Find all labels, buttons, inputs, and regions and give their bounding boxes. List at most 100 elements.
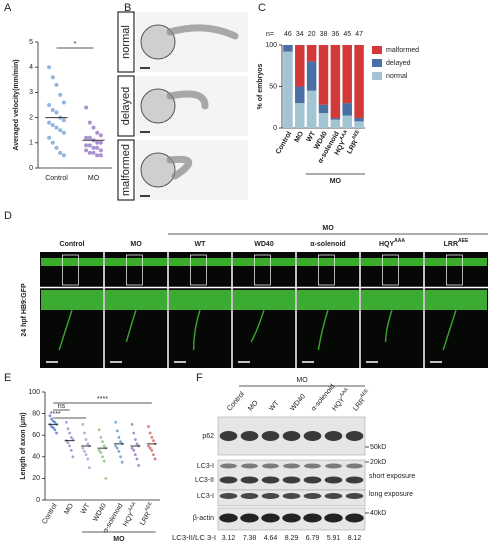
- band: [241, 463, 258, 469]
- y-axis-label: Length of axon (μm): [20, 412, 27, 479]
- band: [219, 513, 238, 523]
- roi-box: [62, 254, 79, 286]
- row-box: [117, 75, 135, 137]
- bar-segment: [318, 104, 329, 114]
- embryo-body: [166, 24, 239, 40]
- band: [219, 476, 238, 484]
- axon: [125, 309, 137, 343]
- label-text: LRR: [444, 241, 458, 248]
- label-text: MO: [293, 130, 305, 144]
- embryo-yolk: [140, 88, 176, 124]
- data-point: [58, 92, 63, 97]
- roi-box: [126, 254, 143, 286]
- band: [262, 463, 279, 469]
- top-strip-band: [425, 258, 487, 266]
- data-point: [153, 457, 157, 461]
- data-point: [54, 145, 59, 150]
- top-strip-band: [361, 258, 423, 266]
- y-tick-label: 3: [29, 89, 33, 96]
- bar-segment: [283, 51, 293, 128]
- label-text: Control: [275, 130, 294, 155]
- n-label: n=: [266, 31, 274, 38]
- data-point: [152, 439, 155, 442]
- data-point: [81, 446, 85, 450]
- bar-segment: [295, 103, 305, 128]
- data-point: [95, 153, 100, 158]
- label-text: HQY: [331, 396, 346, 412]
- ratio: 3.12: [222, 535, 236, 542]
- roi-box: [318, 254, 335, 286]
- band: [345, 476, 364, 484]
- axon: [58, 309, 73, 351]
- band: [325, 463, 342, 469]
- panel-letter: E: [4, 372, 11, 384]
- label-text: HQY: [122, 511, 136, 528]
- bar-segment: [354, 118, 364, 122]
- group-label: MO: [113, 536, 125, 543]
- label-text: LRR: [346, 139, 359, 155]
- label-superscript: AAA: [127, 501, 138, 513]
- data-point: [54, 110, 59, 115]
- data-point: [48, 414, 52, 418]
- band: [240, 476, 259, 484]
- row-label: β-actin: [193, 515, 214, 522]
- data-point: [137, 464, 141, 467]
- embryo-yolk: [140, 24, 176, 60]
- bar-segment: [342, 45, 352, 104]
- data-point: [87, 120, 92, 125]
- band: [345, 431, 364, 441]
- data-point: [135, 457, 139, 461]
- band: [240, 493, 259, 499]
- band: [240, 431, 259, 441]
- bar-segment: [306, 90, 317, 128]
- y-tick-label: 80: [32, 410, 40, 417]
- label-text: α-solenoid: [310, 241, 345, 248]
- data-point: [61, 130, 66, 135]
- data-point: [147, 444, 150, 448]
- label-text: LRR: [352, 397, 366, 412]
- top-strip-band: [41, 258, 103, 266]
- data-point: [54, 125, 59, 130]
- cord-band: [105, 290, 167, 310]
- ratio: 8.12: [348, 535, 362, 542]
- data-point: [87, 135, 92, 140]
- legend-label: delayed: [386, 60, 411, 67]
- label: Control: [275, 130, 294, 155]
- data-point: [84, 148, 89, 153]
- data-point: [99, 435, 103, 439]
- data-point: [47, 65, 52, 70]
- bar-segment: [318, 45, 329, 105]
- group-label: MO: [296, 377, 308, 384]
- significance: *: [74, 41, 77, 48]
- cord-band: [361, 290, 423, 310]
- data-point: [114, 444, 118, 448]
- row-label: p62: [202, 433, 214, 440]
- y-tick-label: 0: [29, 165, 33, 172]
- data-point: [98, 153, 103, 158]
- data-point: [86, 457, 90, 461]
- bar-segment: [354, 121, 364, 128]
- data-point: [68, 431, 72, 435]
- y-tick-label: 0: [36, 497, 40, 504]
- label: LRRAEE: [137, 501, 158, 527]
- top-strip-band: [105, 258, 167, 266]
- bar-segment: [330, 119, 341, 128]
- exposure-label: short exposure: [369, 473, 415, 480]
- label: WT: [268, 399, 281, 412]
- data-point: [101, 440, 104, 444]
- n-value: 47: [355, 31, 363, 38]
- axon: [192, 309, 201, 351]
- embryo-body: [166, 155, 193, 180]
- data-point: [47, 120, 52, 125]
- ratio: 4.64: [264, 535, 278, 542]
- row-label: delayed: [120, 87, 132, 126]
- y-tick-label: 2: [29, 114, 33, 121]
- data-point: [66, 427, 70, 431]
- y-tick-label: 4: [29, 64, 33, 71]
- label-superscript: AAA: [339, 387, 350, 399]
- label: Control: [60, 241, 85, 248]
- exposure-label: long exposure: [369, 491, 413, 498]
- band: [282, 431, 301, 441]
- data-point: [84, 438, 88, 441]
